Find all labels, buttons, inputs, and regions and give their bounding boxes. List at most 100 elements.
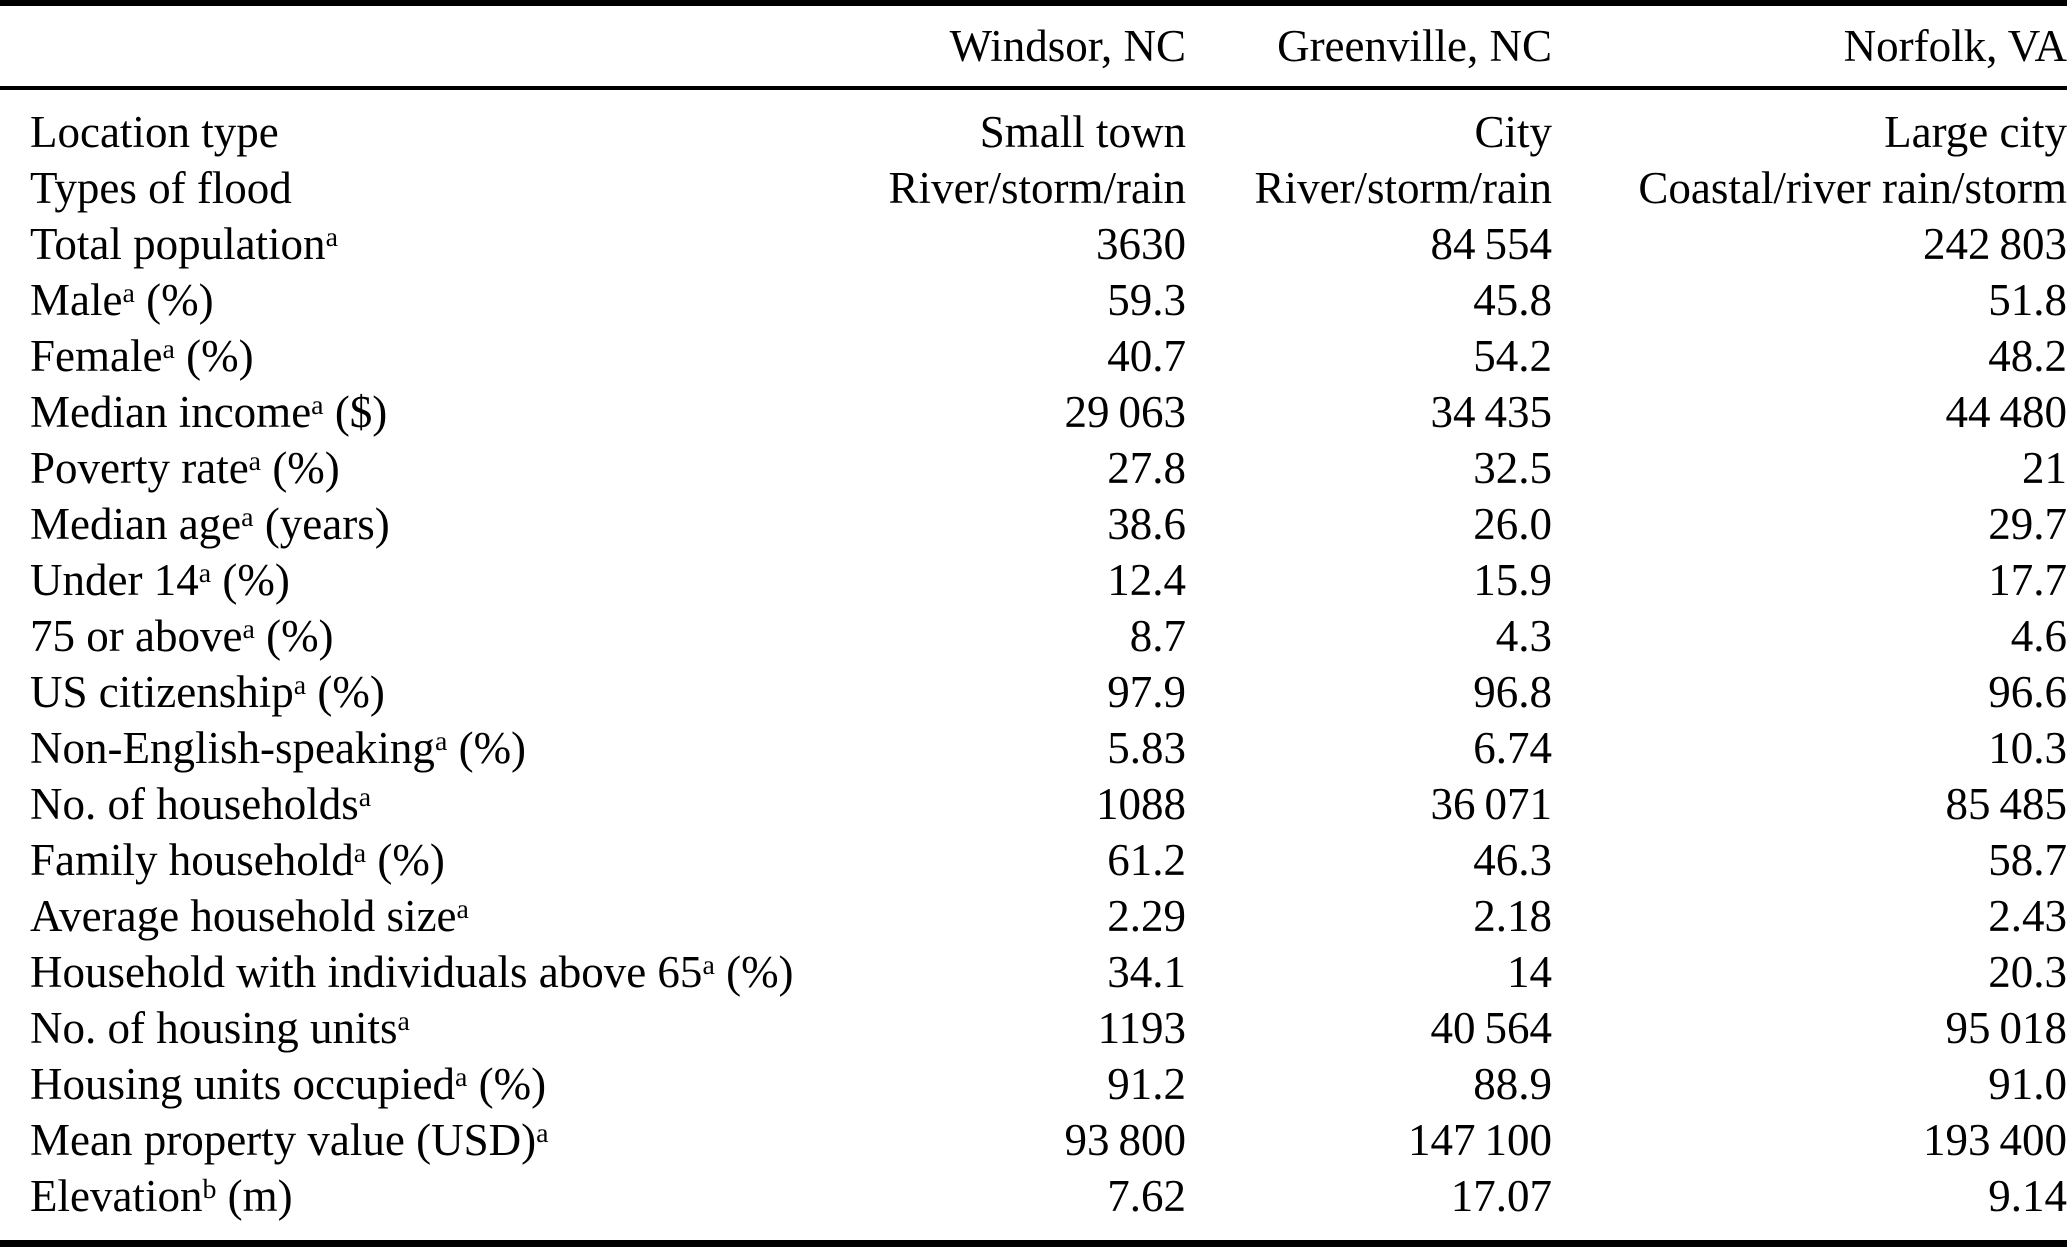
table-row: Average household sizea 2.29 2.18 2.43	[0, 888, 2067, 944]
row-label-unit: (%)	[134, 275, 214, 325]
row-label-footnote-marker: a	[242, 613, 255, 645]
table-row: Femalea (%) 40.7 54.2 48.2	[0, 328, 2067, 384]
cell-value: 8.7	[1129, 611, 1186, 661]
cell-value: 26.0	[1473, 499, 1552, 549]
cell-value: 85 485	[1945, 779, 2067, 829]
table-row: Median agea (years) 38.6 26.0 29.7	[0, 496, 2067, 552]
row-label-text: Household with individuals above 65	[30, 947, 703, 997]
cell-value: 193 400	[1922, 1115, 2067, 1165]
row-label: Under 14a (%)	[0, 552, 700, 608]
cell-value: 32.5	[1473, 443, 1552, 493]
cell-value: City	[1474, 107, 1552, 157]
cell-value: 54.2	[1473, 331, 1552, 381]
row-label-text: Female	[30, 331, 163, 381]
row-label: No. of housing unitsa	[0, 1000, 700, 1056]
row-label-text: Average household size	[30, 891, 457, 941]
row-label: Median incomea ($)	[0, 384, 700, 440]
row-label-footnote-marker: a	[198, 557, 212, 589]
row-label-unit: (m)	[216, 1171, 293, 1221]
column-header-empty	[0, 3, 700, 90]
row-label-footnote-marker: a	[248, 445, 262, 477]
table-row: Poverty ratea (%) 27.8 32.5 21	[0, 440, 2067, 496]
cell-value: Large city	[1884, 107, 2067, 157]
cell-value: 2.43	[1988, 891, 2067, 941]
table-header: Windsor, NC Greenville, NC Norfolk, VA	[0, 3, 2067, 90]
cell-value: 6.74	[1473, 723, 1552, 773]
cell-value: 45.8	[1473, 275, 1552, 325]
cell-value: 46.3	[1473, 835, 1552, 885]
row-label: Femalea (%)	[0, 328, 700, 384]
row-label-text: Types of flood	[30, 163, 292, 213]
row-label-text: Housing units occupied	[30, 1059, 455, 1109]
row-label-unit: (%)	[261, 443, 340, 493]
row-label-text: Family household	[30, 835, 354, 885]
row-label: Total populationa	[0, 216, 700, 272]
table-row: Types of flood River/storm/rain River/st…	[0, 160, 2067, 216]
row-label-text: Poverty rate	[30, 443, 249, 493]
row-label-footnote-marker: a	[454, 1061, 468, 1093]
column-header-norfolk: Norfolk, VA	[1552, 3, 2067, 90]
cell-value: 3630	[1096, 219, 1186, 269]
table-row: Housing units occupieda (%) 91.2 88.9 91…	[0, 1056, 2067, 1112]
table-row: No. of housing unitsa 1193 40 564 95 018	[0, 1000, 2067, 1056]
table-row: Family householda (%) 61.2 46.3 58.7	[0, 832, 2067, 888]
row-label: Location type	[0, 88, 700, 160]
table-row: Non-English-speakinga (%) 5.83 6.74 10.3	[0, 720, 2067, 776]
header-row: Windsor, NC Greenville, NC Norfolk, VA	[0, 3, 2067, 90]
row-label-footnote-marker: a	[122, 277, 135, 309]
cell-value: 96.8	[1473, 667, 1552, 717]
row-label-text: 75 or above	[30, 611, 243, 661]
table-row: Total populationa 3630 84 554 242 803	[0, 216, 2067, 272]
row-label: Poverty ratea (%)	[0, 440, 700, 496]
table-row: US citizenshipa (%) 97.9 96.8 96.6	[0, 664, 2067, 720]
cell-value: 96.6	[1988, 667, 2067, 717]
cell-value: 36 071	[1430, 779, 1552, 829]
cell-value: 20.3	[1988, 947, 2067, 997]
cell-value: 48.2	[1988, 331, 2067, 381]
column-header-greenville: Greenville, NC	[1186, 3, 1552, 90]
cell-value: 2.18	[1473, 891, 1552, 941]
cell-value: 21	[2022, 443, 2067, 493]
row-label-footnote-marker: a	[241, 501, 254, 533]
row-label-footnote-marker: a	[358, 781, 372, 813]
cell-value: 84 554	[1430, 219, 1552, 269]
table-row: Under 14a (%) 12.4 15.9 17.7	[0, 552, 2067, 608]
row-label-footnote-marker: a	[311, 389, 324, 421]
table-row: No. of householdsa 1088 36 071 85 485	[0, 776, 2067, 832]
row-label-unit: (%)	[174, 331, 254, 381]
row-label-footnote-marker: b	[202, 1173, 217, 1205]
row-label: Malea (%)	[0, 272, 700, 328]
row-label-text: Mean property value (USD)	[30, 1115, 537, 1165]
row-label-text: US citizenship	[30, 667, 294, 717]
row-label-unit: ($)	[323, 387, 388, 437]
row-label: US citizenshipa (%)	[0, 664, 700, 720]
row-label-text: No. of housing units	[30, 1003, 398, 1053]
row-label: Elevationb (m)	[0, 1168, 700, 1244]
cell-value: 147 100	[1407, 1115, 1552, 1165]
cell-value: 40.7	[1107, 331, 1186, 381]
cell-value: 51.8	[1988, 275, 2067, 325]
cell-value: 59.3	[1107, 275, 1186, 325]
cell-value: 1193	[1097, 1003, 1186, 1053]
row-label: 75 or abovea (%)	[0, 608, 700, 664]
row-label-footnote-marker: a	[325, 221, 338, 253]
row-label: Mean property value (USD)a	[0, 1112, 700, 1168]
row-label-text: Under 14	[30, 555, 199, 605]
row-label-text: Non-English-speaking	[30, 723, 435, 773]
cell-value: 242 803	[1922, 219, 2067, 269]
row-label-footnote-marker: a	[434, 725, 448, 757]
cell-value: 61.2	[1107, 835, 1186, 885]
row-label-text: Median income	[30, 387, 312, 437]
row-label: No. of householdsa	[0, 776, 700, 832]
row-label-unit: (%)	[467, 1059, 547, 1109]
row-label-footnote-marker: a	[162, 333, 175, 365]
row-label-text: Male	[30, 275, 123, 325]
row-label: Median agea (years)	[0, 496, 700, 552]
row-label-text: No. of households	[30, 779, 359, 829]
cell-value: 4.3	[1495, 611, 1552, 661]
cell-value: 15.9	[1473, 555, 1552, 605]
cell-value: 17.7	[1988, 555, 2067, 605]
cell-value: 97.9	[1107, 667, 1186, 717]
cell-value: 88.9	[1473, 1059, 1552, 1109]
